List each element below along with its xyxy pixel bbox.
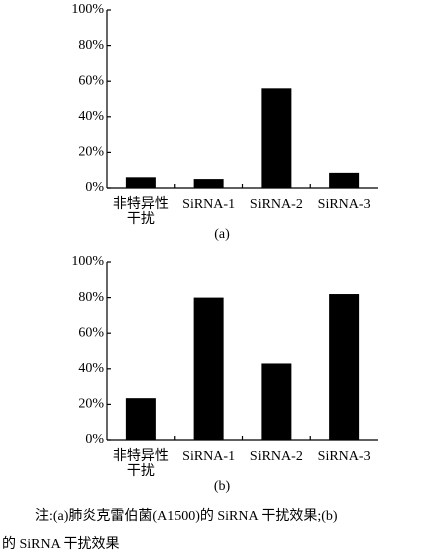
x-tick-label: SiRNA-2 bbox=[250, 449, 303, 464]
y-tick-label: 0% bbox=[85, 180, 104, 195]
caption-line: 的 SiRNA 干扰效果 bbox=[2, 536, 119, 552]
x-tick-label: SiRNA-1 bbox=[182, 449, 235, 464]
bar bbox=[193, 297, 224, 440]
caption-line: 注:(a)肺炎克雷伯菌(A1500)的 SiRNA 干扰效果;(b) bbox=[35, 508, 338, 524]
y-tick-label: 0% bbox=[85, 432, 104, 447]
y-tick-label: 60% bbox=[78, 73, 104, 88]
y-tick-label: 40% bbox=[78, 361, 104, 376]
x-tick-label: 干扰 bbox=[127, 211, 155, 227]
y-tick-label: 100% bbox=[71, 2, 104, 17]
bar bbox=[329, 172, 360, 188]
y-tick-label: 20% bbox=[78, 397, 104, 412]
x-tick-label: SiRNA-2 bbox=[250, 197, 303, 212]
x-tick-label: SiRNA-1 bbox=[182, 197, 235, 212]
x-tick-label: 非特异性 bbox=[113, 196, 169, 212]
chart-label: (a) bbox=[214, 227, 230, 242]
bar bbox=[125, 177, 156, 188]
y-tick-label: 40% bbox=[78, 109, 104, 124]
chart-label: (b) bbox=[214, 479, 231, 494]
bar bbox=[329, 294, 360, 440]
bar bbox=[261, 363, 292, 440]
x-tick-label: 干扰 bbox=[127, 463, 155, 479]
x-tick-label: SiRNA-3 bbox=[318, 449, 371, 464]
bar bbox=[125, 398, 156, 440]
y-tick-label: 80% bbox=[78, 38, 104, 53]
y-tick-label: 20% bbox=[78, 145, 104, 160]
y-tick-label: 80% bbox=[78, 290, 104, 305]
y-tick-label: 60% bbox=[78, 325, 104, 340]
bar bbox=[261, 88, 292, 188]
y-tick-label: 100% bbox=[71, 254, 104, 269]
x-tick-label: SiRNA-3 bbox=[318, 197, 371, 212]
x-tick-label: 非特异性 bbox=[113, 448, 169, 464]
bar bbox=[193, 179, 224, 188]
